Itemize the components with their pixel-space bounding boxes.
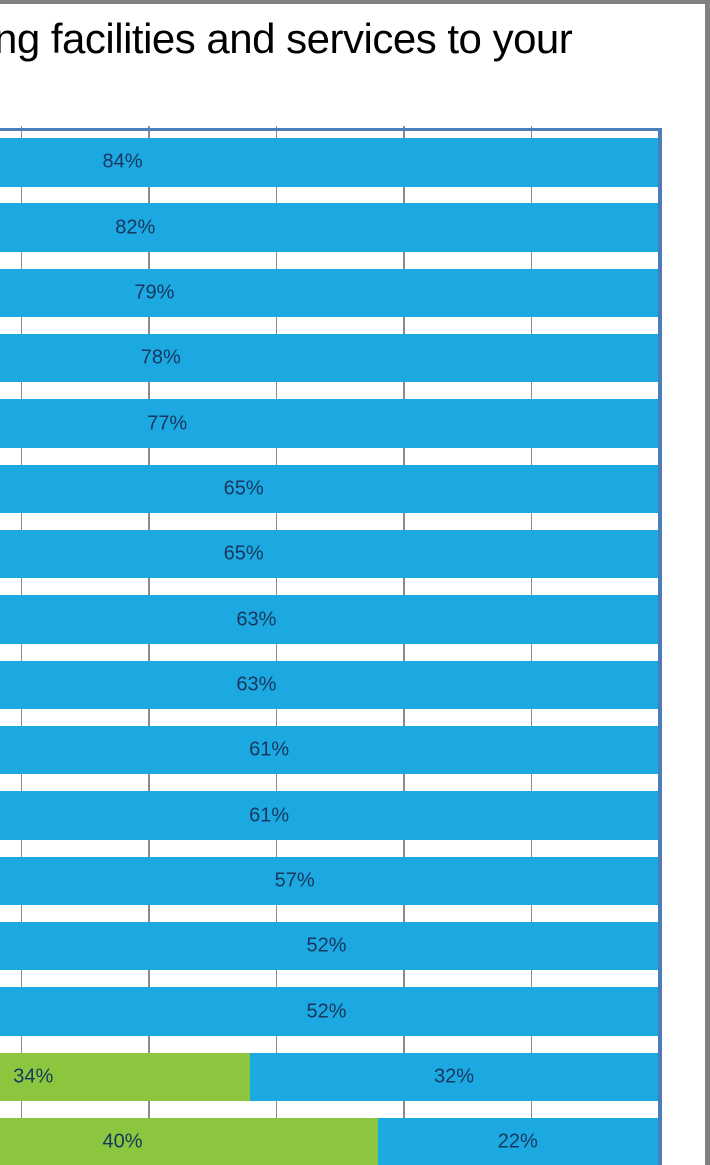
bar-value-label: 22% [497, 1130, 538, 1153]
bar-segment-blue-segment [0, 595, 658, 644]
chart-title: ng facilities and services to your [0, 15, 573, 62]
bar-segment-blue-segment [0, 399, 658, 448]
bar-value-label: 52% [306, 934, 347, 957]
bar-segment-blue-segment [0, 725, 658, 775]
bar-segment-blue-segment [0, 856, 658, 906]
bar-value-label: 40% [102, 1130, 143, 1153]
bar-segment-blue-segment [0, 203, 658, 252]
bar-value-label: 61% [249, 738, 290, 761]
bar-value-label: 63% [236, 608, 277, 631]
bar-segment-blue-segment [377, 1117, 658, 1165]
bar-value-label: 52% [306, 1000, 347, 1023]
bar-value-label: 63% [236, 673, 277, 696]
gridline-90pct [530, 126, 532, 1165]
bar-value-label: 77% [147, 412, 188, 435]
bar-segment-green-segment [0, 1052, 250, 1102]
bar-value-label: 78% [140, 346, 181, 369]
bar-segment-blue-segment [0, 660, 658, 710]
bar-segment-blue-segment [0, 464, 658, 514]
bar-value-label: 84% [102, 150, 143, 173]
gridline-50pct [20, 126, 22, 1165]
bar-value-label: 65% [223, 477, 264, 500]
plot-border-top [0, 128, 662, 131]
bar-segment-blue-segment [250, 1052, 658, 1102]
gridline-70pct [275, 126, 277, 1165]
bar-value-label: 65% [223, 542, 264, 565]
bar-value-label: 61% [249, 804, 290, 827]
bar-segment-blue-segment [0, 333, 658, 383]
bar-value-label: 34% [13, 1065, 54, 1088]
chart-outer-border-right [705, 0, 710, 1165]
bar-value-label: 82% [115, 216, 156, 239]
bar-segment-blue-segment [0, 529, 658, 579]
gridline-80pct [403, 126, 405, 1165]
bar-segment-blue-segment [0, 791, 658, 840]
bar-value-label: 57% [274, 869, 315, 892]
bar-value-label: 32% [433, 1065, 475, 1088]
chart-outer-border-top [0, 0, 710, 4]
bar-segment-green-segment [0, 1117, 378, 1165]
bar-value-label: 79% [134, 281, 175, 304]
plot-border-right [658, 128, 662, 1165]
bar-segment-blue-segment [0, 987, 658, 1036]
bar-segment-blue-segment [0, 138, 658, 187]
bar-segment-blue-segment [0, 268, 658, 318]
bar-segment-blue-segment [0, 921, 658, 971]
gridline-60pct [148, 126, 150, 1165]
